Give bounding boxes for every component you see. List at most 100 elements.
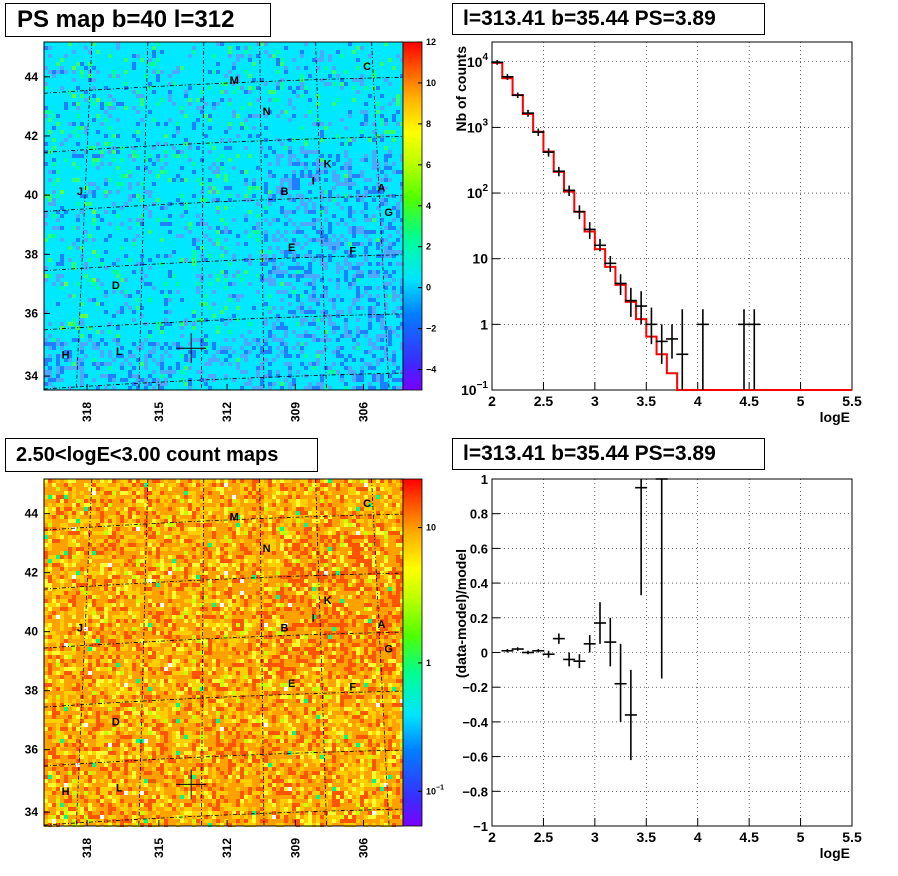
map-pixel <box>148 330 152 334</box>
map-pixel <box>312 487 316 491</box>
map-pixel <box>332 326 336 330</box>
map-pixel <box>300 595 304 599</box>
map-pixel <box>136 659 140 663</box>
map-pixel <box>152 511 156 515</box>
map-pixel <box>252 531 256 535</box>
map-pixel <box>396 603 400 607</box>
map-pixel <box>88 531 92 535</box>
map-pixel <box>244 182 248 186</box>
map-pixel <box>244 631 248 635</box>
map-pixel <box>76 551 80 555</box>
map-pixel <box>340 362 344 366</box>
map-pixel <box>240 663 244 667</box>
map-pixel <box>128 194 132 198</box>
map-pixel <box>264 238 268 242</box>
map-pixel <box>56 495 60 499</box>
map-pixel <box>308 150 312 154</box>
map-pixel <box>112 615 116 619</box>
map-pixel <box>268 202 272 206</box>
map-pixel <box>92 679 96 683</box>
map-pixel <box>364 254 368 258</box>
map-pixel <box>72 94 76 98</box>
map-pixel <box>372 346 376 350</box>
map-pixel <box>216 62 220 66</box>
map-pixel <box>52 346 56 350</box>
map-pixel <box>308 683 312 687</box>
map-pixel <box>212 378 216 382</box>
map-pixel <box>92 42 96 46</box>
map-pixel <box>204 643 208 647</box>
map-pixel <box>96 631 100 635</box>
map-pixel <box>284 354 288 358</box>
map-pixel <box>96 663 100 667</box>
map-pixel <box>264 683 268 687</box>
map-pixel <box>184 142 188 146</box>
map-pixel <box>264 318 268 322</box>
map-pixel <box>252 178 256 182</box>
map-pixel <box>284 607 288 611</box>
map-pixel <box>268 278 272 282</box>
map-pixel <box>164 619 168 623</box>
map-pixel <box>108 587 112 591</box>
map-pixel <box>112 571 116 575</box>
map-pixel <box>232 579 236 583</box>
map-pixel <box>240 515 244 519</box>
map-pixel <box>212 106 216 110</box>
map-pixel <box>152 571 156 575</box>
map-pixel <box>184 539 188 543</box>
map-pixel <box>208 671 212 675</box>
map-pixel <box>108 671 112 675</box>
map-pixel <box>192 314 196 318</box>
map-pixel <box>272 487 276 491</box>
map-pixel <box>300 126 304 130</box>
map-pixel <box>360 210 364 214</box>
map-pixel <box>364 479 368 483</box>
map-pixel <box>368 298 372 302</box>
map-pixel <box>268 571 272 575</box>
map-pixel <box>56 354 60 358</box>
map-pixel <box>208 527 212 531</box>
map-pixel <box>312 202 316 206</box>
map-pixel <box>80 74 84 78</box>
map-pixel <box>252 186 256 190</box>
map-pixel <box>272 278 276 282</box>
map-pixel <box>132 511 136 515</box>
map-pixel <box>144 206 148 210</box>
map-pixel <box>196 687 200 691</box>
map-pixel <box>320 511 324 515</box>
map-pixel <box>284 651 288 655</box>
map-pixel <box>268 483 272 487</box>
map-pixel <box>168 655 172 659</box>
map-pixel <box>96 667 100 671</box>
map-pixel <box>140 346 144 350</box>
map-pixel <box>348 226 352 230</box>
map-pixel <box>152 663 156 667</box>
map-pixel <box>220 166 224 170</box>
map-pixel <box>116 42 120 46</box>
map-pixel <box>276 238 280 242</box>
map-pixel <box>332 531 336 535</box>
map-pixel <box>392 603 396 607</box>
map-pixel <box>120 543 124 547</box>
map-pixel <box>300 623 304 627</box>
map-pixel <box>120 547 124 551</box>
map-pixel <box>216 274 220 278</box>
map-pixel <box>140 579 144 583</box>
map-pixel <box>384 226 388 230</box>
map-pixel <box>132 62 136 66</box>
map-pixel <box>268 599 272 603</box>
map-pixel <box>384 555 388 559</box>
map-pixel <box>396 250 400 254</box>
map-pixel <box>52 671 56 675</box>
map-pixel <box>368 342 372 346</box>
map-pixel <box>380 667 384 671</box>
map-pixel <box>360 174 364 178</box>
map-pixel <box>396 527 400 531</box>
map-pixel <box>248 90 252 94</box>
map-pixel <box>312 294 316 298</box>
x-tick-label: 5.5 <box>842 393 862 409</box>
map-pixel <box>184 491 188 495</box>
map-pixel <box>336 222 340 226</box>
map-pixel <box>124 647 128 651</box>
map-pixel <box>316 511 320 515</box>
